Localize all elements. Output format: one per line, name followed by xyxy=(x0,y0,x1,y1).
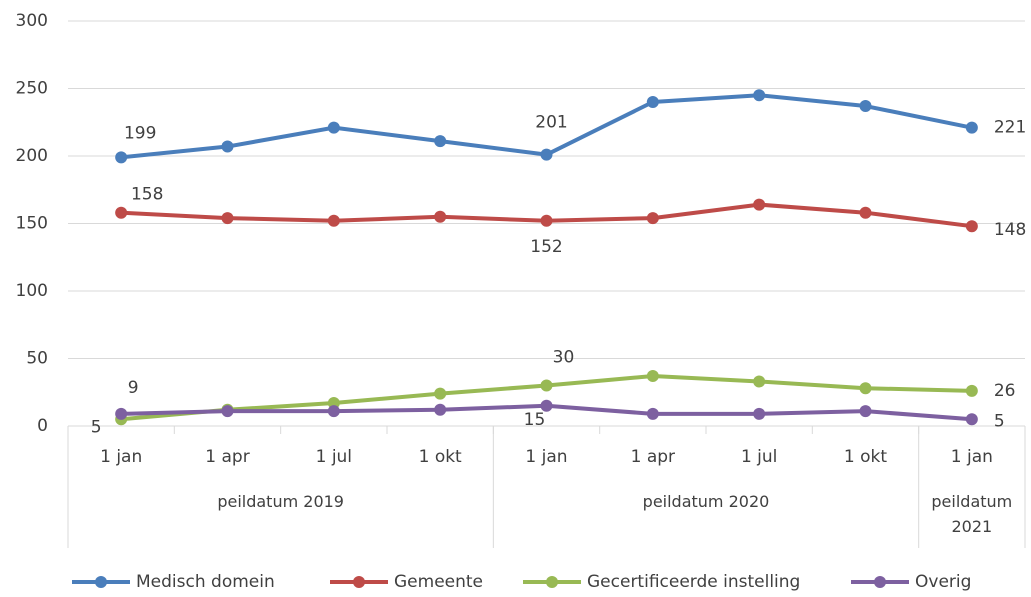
legend-label: Gecertificeerde instelling xyxy=(587,572,800,592)
legend-label: Medisch domein xyxy=(136,572,275,592)
data-point xyxy=(434,403,447,416)
y-tick-label: 0 xyxy=(37,416,48,436)
x-group-label: peildatum 2021 xyxy=(931,492,1013,536)
y-tick-label: 100 xyxy=(16,281,48,301)
x-tick-label: 1 okt xyxy=(844,447,887,467)
y-tick-label: 150 xyxy=(16,214,48,234)
x-tick-label: 1 jan xyxy=(525,447,567,467)
data-point xyxy=(434,387,447,400)
data-point xyxy=(221,405,234,418)
data-point xyxy=(646,407,659,420)
data-point xyxy=(646,370,659,383)
data-point xyxy=(540,214,553,227)
x-tick-label: 1 jul xyxy=(316,447,352,467)
data-label: 199 xyxy=(124,123,156,143)
data-point xyxy=(753,198,766,211)
data-point xyxy=(221,212,234,225)
data-label: 9 xyxy=(128,378,139,398)
data-point xyxy=(965,121,978,134)
data-point xyxy=(327,121,340,134)
data-label: 30 xyxy=(553,348,575,368)
x-tick-label: 1 apr xyxy=(205,447,249,467)
legend-marker xyxy=(95,576,107,588)
data-point xyxy=(965,413,978,426)
y-tick-label: 50 xyxy=(26,349,48,369)
x-group-label: peildatum 2020 xyxy=(642,492,770,511)
data-point xyxy=(115,206,128,219)
data-point xyxy=(115,151,128,164)
data-point xyxy=(859,206,872,219)
data-point xyxy=(646,212,659,225)
data-label: 148 xyxy=(994,220,1026,240)
data-point xyxy=(753,375,766,388)
data-point xyxy=(327,405,340,418)
data-label: 5 xyxy=(994,411,1005,431)
legend-marker xyxy=(353,576,365,588)
data-label: 15 xyxy=(524,410,546,430)
data-label: 5 xyxy=(91,417,102,437)
legend-marker xyxy=(546,576,558,588)
x-group-label: peildatum 2019 xyxy=(217,492,344,511)
y-tick-label: 250 xyxy=(16,79,48,99)
legend-label: Gemeente xyxy=(394,572,483,592)
data-label: 201 xyxy=(535,113,567,133)
data-point xyxy=(327,214,340,227)
data-point xyxy=(646,96,659,108)
data-point xyxy=(965,384,978,397)
legend-marker xyxy=(874,576,886,588)
data-point xyxy=(753,89,766,102)
x-tick-label: 1 apr xyxy=(631,447,675,467)
data-point xyxy=(434,210,447,223)
legend-label: Overig xyxy=(915,572,971,592)
data-label: 26 xyxy=(994,381,1016,401)
data-point xyxy=(859,382,872,395)
x-tick-label: 1 jan xyxy=(951,447,993,467)
x-tick-label: 1 okt xyxy=(419,447,462,467)
data-point xyxy=(859,100,872,113)
data-label: 158 xyxy=(131,185,163,205)
y-tick-label: 300 xyxy=(16,11,48,31)
y-tick-label: 200 xyxy=(16,146,48,166)
data-point xyxy=(965,220,978,233)
data-point xyxy=(221,140,234,153)
data-label: 152 xyxy=(530,237,562,257)
data-point xyxy=(540,148,553,161)
data-point xyxy=(540,379,553,392)
data-point xyxy=(859,405,872,418)
data-point xyxy=(540,399,553,412)
data-point xyxy=(115,407,128,420)
x-tick-label: 1 jul xyxy=(741,447,777,467)
data-label: 221 xyxy=(994,118,1026,138)
x-tick-label: 1 jan xyxy=(100,447,142,467)
data-point xyxy=(753,407,766,420)
data-point xyxy=(434,135,447,148)
